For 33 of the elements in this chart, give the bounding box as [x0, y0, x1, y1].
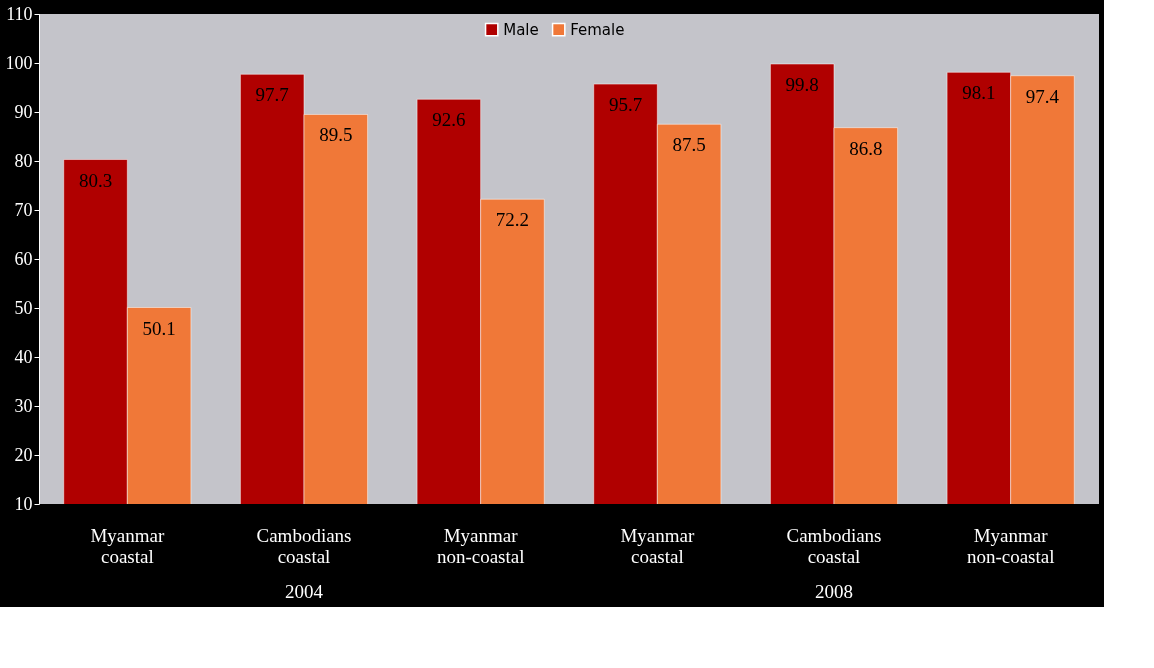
y-tick-label: 90: [14, 101, 33, 122]
data-label: 97.7: [255, 84, 289, 106]
x-tick-label: Myanmar coastal: [620, 524, 695, 567]
data-label: 98.1: [962, 82, 996, 104]
y-tick-label: 50: [14, 297, 33, 318]
y-tick-label: 40: [14, 346, 33, 367]
text: 2004: [285, 581, 324, 602]
data-label: 80.3: [78, 169, 113, 191]
y-tick-label: 80: [14, 150, 33, 171]
data-label: 89.5: [319, 124, 353, 146]
data-label: 95.7: [608, 94, 643, 116]
legend-label: Female: [570, 20, 625, 39]
data-label: 97.4: [1025, 85, 1060, 107]
x-tick-label: Myanmar coastal: [90, 524, 165, 567]
data-label: 87.5: [672, 134, 706, 156]
y-tick-label: 100: [5, 52, 33, 73]
x-tick-label: Myanmar non-coastal: [966, 524, 1055, 567]
y-tick-label: 10: [14, 493, 33, 514]
data-label: 86.8: [849, 137, 883, 159]
x-tick-label: Cambodians coastal: [786, 524, 882, 567]
data-label: 72.2: [495, 209, 530, 231]
y-tick-label: 20: [14, 444, 33, 465]
y-tick-label: 110: [6, 3, 33, 24]
y-tick-label: 70: [14, 199, 33, 220]
text: 2008: [815, 581, 853, 602]
legend-label: Male: [503, 20, 539, 39]
data-label: 99.8: [785, 73, 819, 95]
data-label: 92.6: [432, 109, 466, 131]
data-label: 50.1: [142, 317, 176, 339]
x-tick-label: Myanmar non-coastal: [436, 524, 525, 567]
y-tick-label: 60: [14, 248, 33, 269]
y-tick-label: 30: [14, 395, 33, 416]
x-tick-label: Cambodians coastal: [256, 524, 352, 567]
